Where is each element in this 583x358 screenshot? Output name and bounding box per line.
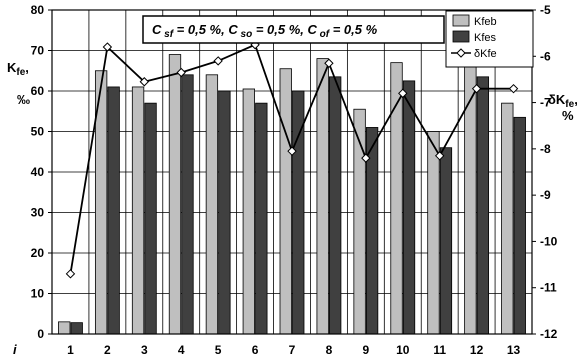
tick-label-left: 50 — [31, 125, 45, 139]
point-dkfe-11 — [434, 151, 445, 161]
legend-label-kfes: Kfes — [474, 32, 497, 44]
bar-kfeb-5 — [205, 74, 219, 335]
point-dkfe-5 — [213, 56, 223, 66]
legend-label-dkfe: δKfe — [474, 48, 497, 60]
point-dkfe-7 — [287, 146, 297, 156]
bar-kfes-6 — [255, 102, 268, 335]
line-series — [65, 40, 519, 279]
legend-marker-dkfe — [456, 48, 466, 58]
tick-label-x: 2 — [104, 343, 111, 357]
tick-label-left: 10 — [31, 287, 45, 301]
bar-kfeb-8 — [316, 58, 329, 335]
tick-label-x: 5 — [215, 343, 222, 357]
tick-label-x: 10 — [396, 343, 410, 357]
tick-label-left: 40 — [31, 165, 45, 179]
y-axis-left-title: Kfe, — [7, 60, 29, 78]
bar-kfes-11 — [439, 147, 453, 335]
tick-label-x: 13 — [507, 343, 521, 357]
tick-label-left: 80 — [31, 3, 45, 17]
tick-label-left: 70 — [31, 44, 45, 58]
point-dkfe-3 — [139, 77, 150, 87]
tick-label-x: 12 — [470, 343, 484, 357]
tick-label-right: -9 — [540, 188, 551, 202]
bars — [58, 54, 526, 335]
tick-label-x: 7 — [289, 343, 296, 357]
tick-label-right: -11 — [540, 281, 557, 295]
tick-label-x: 1 — [67, 343, 74, 357]
point-dkfe-1 — [65, 269, 76, 279]
point-dkfe-2 — [102, 42, 113, 52]
bar-kfes-12 — [476, 76, 490, 335]
bar-kfeb-3 — [131, 86, 145, 335]
tick-label-left: 30 — [31, 206, 45, 220]
condition-annotation: C sf = 0,5 %, C so = 0,5 %, C of = 0,5 % — [142, 15, 445, 44]
tick-label-right: -10 — [540, 234, 558, 248]
x-axis-title: i — [13, 342, 17, 357]
bar-kfes-8 — [329, 76, 342, 335]
bar-kfeb-7 — [279, 68, 292, 335]
bar-kfes-13 — [513, 116, 526, 335]
tick-label-x: 8 — [326, 343, 333, 357]
tick-label-right: -12 — [540, 327, 558, 341]
y-axis-left-unit: ‰ — [17, 92, 30, 107]
tick-label-right: -8 — [540, 142, 551, 156]
bar-kfeb-1 — [58, 321, 71, 335]
y-axis-right-unit: % — [562, 108, 574, 123]
bar-kfeb-4 — [168, 54, 182, 335]
y-axis-right-title: δKfe, — [548, 92, 578, 110]
bar-kfes-2 — [107, 86, 120, 335]
point-dkfe-9 — [361, 153, 371, 163]
tick-label-x: 3 — [141, 343, 148, 357]
bar-kfes-10 — [402, 80, 416, 335]
point-dkfe-4 — [176, 67, 186, 78]
tick-label-x: 9 — [363, 343, 370, 357]
tick-label-right: -6 — [540, 49, 551, 63]
bar-kfes-4 — [181, 74, 194, 335]
tick-label-left: 0 — [37, 327, 44, 341]
tick-label-right: -7 — [540, 96, 551, 110]
bar-kfeb-13 — [501, 102, 514, 335]
axes — [48, 9, 536, 335]
bar-kfes-3 — [144, 102, 157, 335]
condition-text: C sf = 0,5 %, C so = 0,5 %, C of = 0,5 % — [152, 22, 378, 40]
tick-label-right: -5 — [540, 3, 551, 17]
tick-label-x: 4 — [178, 343, 185, 357]
bar-kfes-1 — [70, 322, 83, 335]
legend-swatch-kfes — [452, 30, 470, 43]
legend-label-kfeb: Kfeb — [474, 16, 497, 28]
point-dkfe-10 — [398, 88, 408, 99]
legend: Kfeb Kfes δKfe — [445, 10, 534, 68]
tick-label-left: 60 — [31, 84, 45, 98]
tick-label-x: 11 — [433, 343, 446, 357]
bar-kfes-5 — [218, 90, 231, 335]
tick-label-left: 20 — [31, 246, 45, 260]
bar-kfeb-11 — [427, 131, 440, 335]
bar-kfeb-6 — [242, 88, 255, 335]
tick-label-x: 6 — [252, 343, 259, 357]
point-dkfe-8 — [324, 58, 334, 68]
legend-swatch-kfeb — [452, 14, 470, 27]
point-dkfe-13 — [508, 83, 519, 94]
point-dkfe-12 — [471, 83, 482, 94]
